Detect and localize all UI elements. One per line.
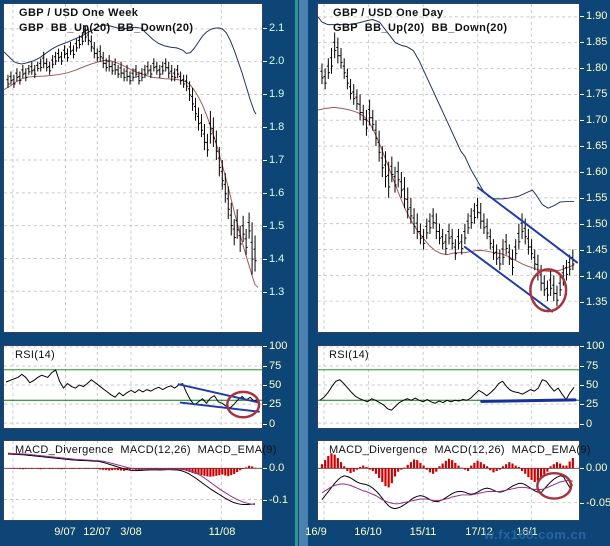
axis-tick-label: 0	[580, 418, 592, 430]
daily-price-panel[interactable]: GBP / USD One Day GBP BB_Up(20) BB_Down(…	[317, 3, 580, 333]
axis-tick-label: 1.70	[580, 114, 607, 126]
x-axis-date-label: 3/08	[120, 526, 142, 538]
axis-tick-label: 1.9	[263, 88, 284, 100]
axis-tick-label: 1.4	[263, 253, 284, 265]
axis-tick-label: 0	[263, 418, 275, 430]
axis-tick-label: 50	[263, 379, 281, 391]
axis-tick-label: 1.55	[580, 192, 607, 204]
axis-tick-label: 1.60	[580, 166, 607, 178]
axis-tick-label: 100	[263, 340, 287, 352]
axis-tick-label: 50	[580, 379, 598, 391]
x-axis-date-label: 16/1	[516, 526, 538, 538]
axis-tick-label: 1.85	[580, 36, 607, 48]
weekly-macd-chart[interactable]	[4, 441, 262, 520]
axis-tick-label: 25	[263, 398, 281, 410]
weekly-price-chart[interactable]	[4, 4, 262, 332]
axis-tick-label: 1.45	[580, 244, 607, 256]
axis-tick-label: 1.7	[263, 154, 284, 166]
axis-tick-label: 1.90	[580, 10, 607, 22]
axis-tick-label: 2.0	[263, 55, 284, 67]
x-axis-date-label: 16/9	[305, 526, 327, 538]
axis-tick-label: 1.5	[263, 220, 284, 232]
daily-rsi-panel[interactable]: RSI(14)	[317, 345, 580, 429]
axis-tick-label: 0.00	[580, 462, 607, 474]
weekly-rsi-panel[interactable]: RSI(14)	[3, 345, 263, 429]
group-divider-teal	[295, 0, 298, 546]
axis-tick-label: 100	[580, 340, 604, 352]
weekly-rsi-chart[interactable]	[4, 346, 262, 428]
daily-macd-chart[interactable]	[318, 441, 579, 520]
group-divider-blue	[299, 0, 308, 546]
daily-y-axis: 1.90 1.85 1.80 1.75 1.70 1.65 1.60 1.55 1.50 1.45…	[580, 0, 610, 546]
axis-tick-label: -0.1	[263, 494, 288, 506]
x-axis-date-label: 16/10	[354, 526, 382, 538]
daily-price-chart[interactable]	[318, 4, 579, 332]
axis-tick-label: 0.0	[263, 462, 284, 474]
x-axis-date-label: 11/08	[208, 526, 236, 538]
axis-tick-label: 75	[580, 360, 598, 372]
axis-tick-label: 1.75	[580, 88, 607, 100]
axis-tick-label: 75	[263, 360, 281, 372]
daily-rsi-chart[interactable]	[318, 346, 579, 428]
axis-tick-label: 1.3	[263, 286, 284, 298]
axis-tick-label: 1.65	[580, 140, 607, 152]
axis-tick-label: 25	[580, 398, 598, 410]
axis-tick-label: -0.05	[580, 497, 610, 509]
axis-tick-label: 1.40	[580, 270, 607, 282]
axis-tick-label: 1.50	[580, 218, 607, 230]
axis-tick-label: 2.1	[263, 22, 284, 34]
weekly-price-panel[interactable]: GBP / USD One Week GBP BB_Up(20) BB_Down…	[3, 3, 263, 333]
x-axis-date-label: 9/07	[54, 526, 76, 538]
watermark: w.fx168.com.cn	[484, 527, 587, 542]
axis-tick-label: 1.35	[580, 296, 607, 308]
axis-tick-label: 1.80	[580, 62, 607, 74]
weekly-y-axis: 2.1 2.0 1.9 1.8 1.7 1.6 1.5 1.4 1.3 100 75 50 25 0 0.0…	[263, 0, 297, 546]
x-axis-date-label: 12/07	[83, 526, 111, 538]
axis-tick-label: 1.6	[263, 187, 284, 199]
axis-tick-label: 1.8	[263, 121, 284, 133]
x-axis-date-label: 17/12	[465, 526, 493, 538]
daily-macd-panel[interactable]: MACD_Divergence MACD(12,26) MACD_EMA(9)	[317, 440, 590, 521]
x-axis-date-label: 15/11	[409, 526, 437, 538]
weekly-macd-panel[interactable]: MACD_Divergence MACD(12,26) MACD_EMA(9)	[3, 440, 276, 521]
